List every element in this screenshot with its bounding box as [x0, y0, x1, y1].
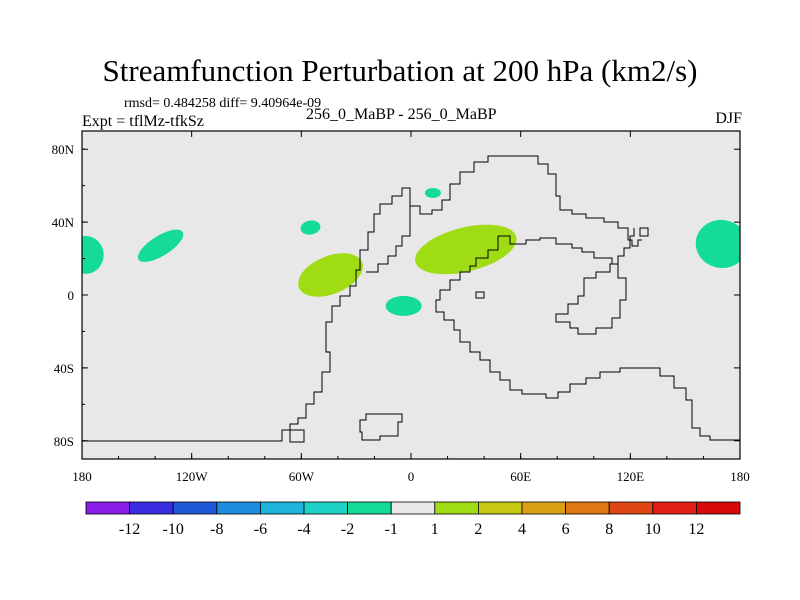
colorbar-box	[521, 501, 566, 515]
colorbar-box	[652, 501, 697, 515]
anomaly-region	[385, 295, 422, 316]
coastline-path	[366, 206, 411, 273]
x-tick-label: 180	[72, 469, 92, 484]
colorbar-label: -4	[297, 521, 310, 538]
left-mask	[0, 131, 82, 459]
anomaly-region	[415, 224, 517, 275]
chart-title: Streamfunction Perturbation at 200 hPa (…	[102, 53, 698, 88]
colorbar-box	[259, 501, 305, 515]
experiment-label: Expt = tflMz-tfkSz	[82, 113, 204, 130]
coastline-path	[82, 155, 642, 442]
anomaly-region	[695, 219, 748, 269]
x-tick-label: 120W	[176, 469, 209, 484]
colorbar-label: 1	[431, 521, 439, 538]
season-label: DJF	[715, 110, 742, 127]
colorbar-box	[390, 501, 436, 515]
colorbar-box	[172, 501, 218, 515]
coastline-path	[498, 228, 635, 265]
x-tick-label: 120E	[617, 469, 645, 484]
coastline-path	[289, 429, 305, 443]
y-tick-label: 40S	[54, 361, 74, 376]
anomaly-region	[137, 229, 184, 262]
colorbar-box	[434, 501, 479, 515]
colorbar-box	[303, 501, 348, 515]
coastline-path	[435, 236, 740, 441]
colorbar-box	[696, 501, 741, 515]
colorbar: -12 -10 -8 -6 -4 -2 -1 1 2 4 6 8 10 12	[85, 501, 741, 538]
axis-ticks: 180 120W 60W 0 60E 120E 180 80N 40N 0 40S 80S	[52, 131, 750, 484]
colorbar-label: 10	[645, 521, 661, 538]
right-mask	[740, 131, 800, 459]
coastline-path	[555, 263, 627, 335]
colorbar-box	[477, 501, 523, 515]
colorbar-label: 2	[474, 521, 482, 538]
coastline-path	[475, 291, 485, 299]
colorbar-label: 12	[688, 521, 704, 538]
colorbar-label: -12	[119, 521, 140, 538]
colorbar-label: -8	[210, 521, 223, 538]
anomaly-region	[300, 220, 321, 235]
x-tick-label: 60E	[510, 469, 531, 484]
colorbar-label: -6	[254, 521, 267, 538]
colorbar-label: -2	[341, 521, 354, 538]
colorbar-label: 6	[562, 521, 570, 538]
anomaly-region	[298, 253, 363, 297]
colorbar-label: -10	[163, 521, 184, 538]
colorbar-box	[129, 501, 174, 515]
coastline-path	[359, 413, 403, 441]
x-tick-label: 180	[730, 469, 750, 484]
y-tick-label: 40N	[52, 215, 75, 230]
colorbar-label: -1	[385, 521, 398, 538]
colorbar-box	[216, 501, 261, 515]
y-tick-label: 0	[68, 288, 75, 303]
x-tick-label: 0	[408, 469, 415, 484]
colorbar-box	[85, 501, 130, 515]
anomaly-region	[424, 187, 441, 198]
stats-text: rmsd= 0.484258 diff= 9.40964e-09	[124, 96, 322, 111]
x-tick-label: 60W	[289, 469, 315, 484]
colorbar-label: 4	[518, 521, 526, 538]
coastline	[82, 155, 740, 443]
colorbar-box	[347, 501, 392, 515]
colorbar-label: 8	[605, 521, 613, 538]
anomaly-layer	[0, 131, 800, 459]
y-tick-label: 80N	[52, 142, 75, 157]
coastline-path	[639, 227, 649, 237]
colorbar-box	[608, 501, 654, 515]
y-tick-label: 80S	[54, 434, 74, 449]
plot-background	[82, 131, 740, 459]
center-label: 256_0_MaBP - 256_0_MaBP	[306, 106, 497, 123]
colorbar-box	[565, 501, 610, 515]
